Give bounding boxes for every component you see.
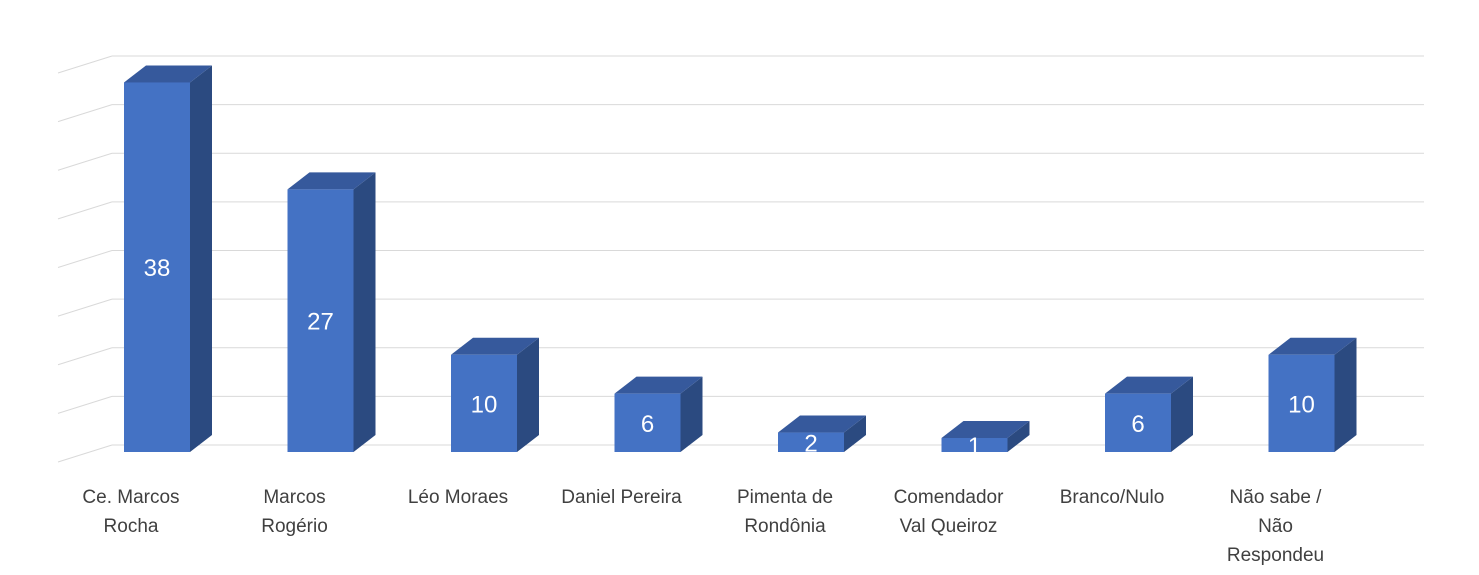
bar-side [517,337,539,452]
category-label: Ce. Marcos Rocha [82,487,179,537]
bar: 6 [1105,376,1193,452]
bar-side [680,376,703,452]
bar: 10 [451,337,539,452]
data-label: 1 [968,433,981,460]
data-label: 38 [144,255,171,282]
category-labels: Ce. Marcos Rocha Marcos Rogério Léo Moraes Da… [82,487,1324,566]
bar-side [1007,421,1030,452]
bar-side [1171,376,1193,452]
bar-top [124,65,212,83]
category-label: Daniel Pereira [561,487,682,508]
data-label: 10 [471,391,498,418]
category-label-line: Marcos [263,487,325,508]
category-label-line: Rocha [104,516,159,537]
category-label-line: Respondeu [1227,545,1324,566]
gridline-side [57,347,113,366]
category-label-line: Rondônia [744,516,826,537]
category-label-line: Val Queiroz [900,516,998,537]
category-label-line: Comendador [894,487,1005,508]
category-label: Marcos Rogério [261,487,328,537]
category-label-line: Não sabe / [1230,487,1323,508]
data-label: 27 [307,309,334,336]
data-label: 6 [1131,411,1144,438]
bar-front [124,82,190,452]
bar-side [844,415,866,452]
category-label: Não sabe / Não Respondeu [1227,487,1324,566]
bar-side [353,172,376,453]
bar-top [941,421,1030,438]
bar-front [451,354,517,452]
bar-side [1334,337,1357,452]
gridlines [57,55,1424,463]
bar-top [451,337,539,355]
bar-top [614,376,703,394]
data-label: 6 [641,411,654,438]
bar-side [190,65,212,452]
bar: 10 [1268,337,1357,452]
gridline-side [57,444,113,463]
bar-top [1268,337,1357,355]
gridline-side [57,201,113,220]
category-label: Léo Moraes [408,487,508,508]
gridline-side [57,395,113,414]
bar-top [778,415,866,433]
gridline-side [57,250,113,268]
category-label: Branco/Nulo [1060,487,1165,508]
gridline-side [57,152,113,171]
gridline-side [57,298,113,317]
category-label-line: Léo Moraes [408,487,508,508]
bar-top [287,172,376,190]
bar: 1 [941,421,1030,460]
gridline-side [57,104,113,123]
bar: 2 [778,415,866,457]
bar-front [614,393,681,452]
bar-front [1268,354,1335,452]
bar-front [287,189,354,453]
category-label-line: Branco/Nulo [1060,487,1165,508]
category-label: Pimenta de Rondônia [737,487,833,537]
category-label-line: Não [1258,516,1293,537]
bar-front [778,432,844,452]
category-label-line: Rogério [261,516,328,537]
category-label-line: Daniel Pereira [561,487,682,508]
bar-front [1105,393,1171,452]
bar: 38 [124,65,212,452]
gridline-side [57,55,113,74]
data-label: 2 [804,430,817,457]
data-label: 10 [1288,391,1315,418]
category-label-line: Pimenta de [737,487,833,508]
category-label: Comendador Val Queiroz [894,487,1005,537]
bar: 6 [614,376,703,452]
bar-front [941,438,1008,452]
category-label-line: Ce. Marcos [82,487,179,508]
bar: 27 [287,172,376,453]
bars: 38 27 10 6 2 1 6 10 [124,65,1357,460]
bar-top [1105,376,1193,394]
